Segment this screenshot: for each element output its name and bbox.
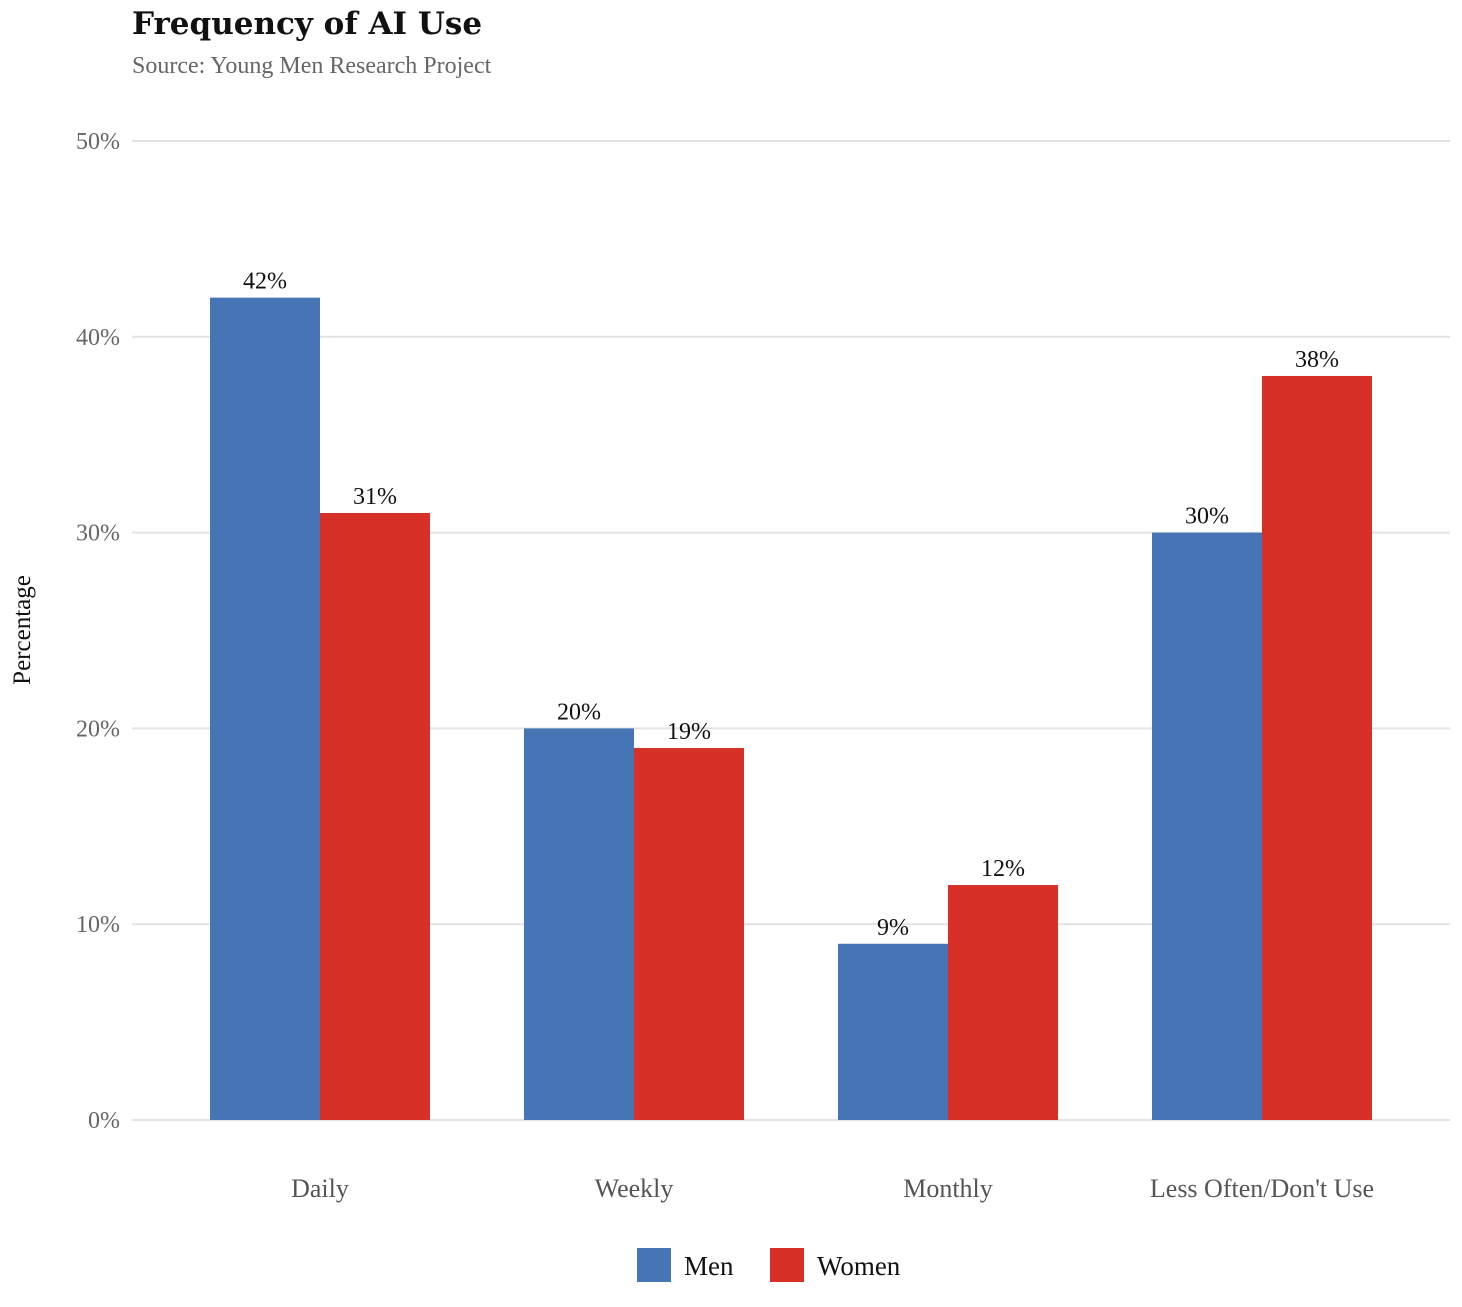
bar-women-1: [634, 747, 744, 1120]
value-label-men-3: 30%: [1185, 504, 1229, 530]
legend-label-women: Women: [817, 1251, 901, 1281]
y-tick-label: 20%: [76, 716, 120, 742]
value-label-men-0: 42%: [243, 269, 287, 295]
y-tick-label: 10%: [76, 912, 120, 938]
bar-men-2: [838, 943, 948, 1120]
value-label-women-3: 38%: [1295, 347, 1339, 373]
x-tick-label: Monthly: [903, 1174, 993, 1203]
chart-subtitle: Source: Young Men Research Project: [132, 53, 492, 79]
value-label-men-2: 9%: [877, 915, 909, 941]
x-tick-label: Daily: [291, 1174, 349, 1203]
y-tick-label: 30%: [76, 521, 120, 547]
bar-women-0: [320, 513, 430, 1120]
value-label-women-2: 12%: [981, 856, 1025, 882]
legend-swatch-women: [770, 1248, 804, 1282]
x-tick-label: Less Often/Don't Use: [1150, 1174, 1374, 1203]
y-axis-label: Percentage: [9, 575, 36, 685]
bars: [210, 297, 1372, 1121]
bar-women-3: [1262, 375, 1372, 1121]
value-label-women-1: 19%: [667, 719, 711, 745]
y-tick-label: 50%: [76, 129, 120, 155]
value-label-women-0: 31%: [353, 484, 397, 510]
bar-men-1: [524, 728, 634, 1120]
chart-title: Frequency of AI Use: [132, 6, 482, 42]
value-label-men-1: 20%: [557, 699, 601, 725]
y-tick-label: 40%: [76, 325, 120, 351]
legend: Men Women: [637, 1248, 901, 1282]
bar-men-3: [1152, 532, 1262, 1120]
y-tick-label: 0%: [88, 1108, 120, 1134]
legend-swatch-men: [637, 1248, 671, 1282]
legend-label-men: Men: [684, 1251, 734, 1281]
x-axis-ticks: Daily Weekly Monthly Less Often/Don't Use: [291, 1174, 1374, 1203]
data-labels: 42% 31% 20% 19% 9% 12% 30% 38%: [243, 269, 1339, 941]
x-tick-label: Weekly: [595, 1174, 674, 1203]
bar-men-0: [210, 297, 320, 1120]
y-axis-ticks: 0% 10% 20% 30% 40% 50%: [76, 129, 120, 1134]
bar-women-2: [948, 885, 1058, 1120]
